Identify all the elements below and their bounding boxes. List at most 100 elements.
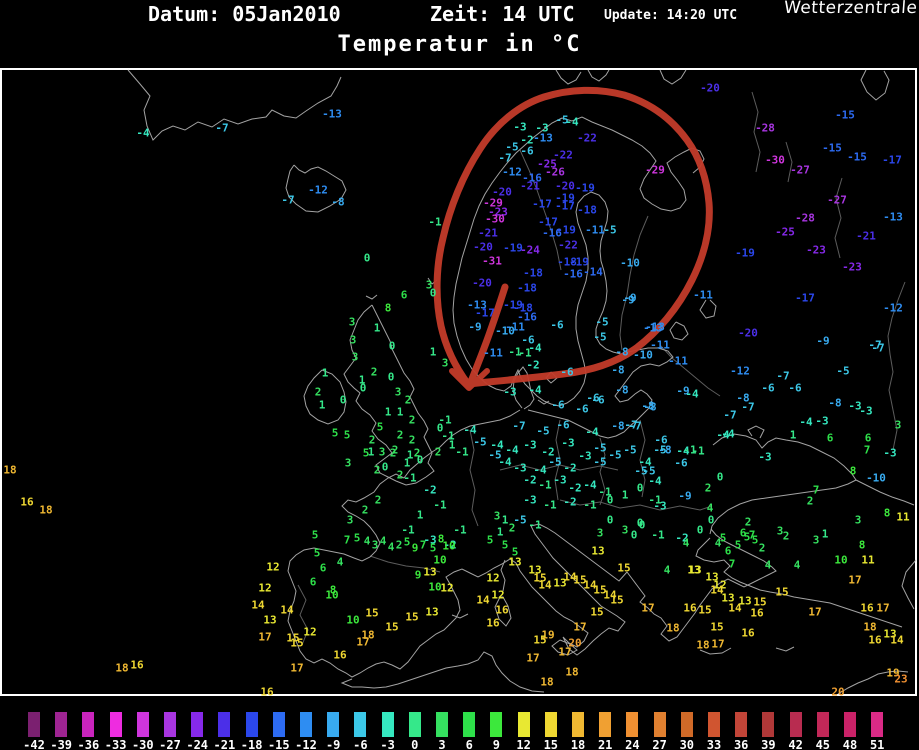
station-temperature: -4: [463, 423, 477, 437]
station-temperature: -11: [505, 320, 525, 334]
station-temperature: -15: [822, 141, 842, 155]
time-label: Zeit: 14 UTC: [430, 2, 575, 26]
station-temperature: -4: [799, 415, 813, 429]
coast-italy-adriatic: [509, 523, 628, 656]
station-temperature: 6: [319, 561, 327, 575]
station-temperature: -1: [518, 346, 532, 360]
station-temperature: 13: [263, 613, 277, 627]
station-temperature: -19: [556, 223, 576, 237]
station-temperature: 3: [425, 278, 433, 292]
station-temperature: -3: [523, 438, 537, 452]
station-temperature: 14: [280, 603, 294, 617]
station-temperature: 5: [511, 545, 519, 559]
station-temperature: 5: [313, 546, 321, 560]
station-temperature: -8: [611, 363, 625, 377]
station-temperature: 15: [590, 605, 604, 619]
station-temperature: -18: [513, 301, 533, 315]
coast-norway-west: [452, 117, 563, 386]
station-temperature: 2: [704, 481, 712, 495]
colorbar-tick-label: -27: [159, 738, 181, 750]
station-temperature: -16: [517, 310, 537, 324]
station-temperature: 17: [526, 651, 540, 665]
station-temperature: 9: [414, 568, 422, 582]
colorbar-segment: [327, 712, 340, 737]
station-temperature: 13: [425, 605, 439, 619]
station-temperature: 0: [636, 516, 644, 530]
station-temperature: -8: [828, 396, 842, 410]
station-temperature: -9: [468, 320, 482, 334]
station-temperature: 1: [367, 445, 375, 459]
colorbar-segment: [626, 712, 639, 737]
station-temperature: -17: [795, 291, 815, 305]
station-temperature: 15: [533, 571, 547, 585]
station-temperature: -6: [654, 433, 668, 447]
station-temperature: -1: [401, 523, 415, 537]
station-temperature: -5: [505, 140, 519, 154]
station-temperature: -1: [428, 215, 442, 229]
station-temperature: -19: [503, 241, 523, 255]
station-temperature: 15: [286, 631, 300, 645]
station-temperature: 12: [258, 581, 272, 595]
station-temperature: 1: [448, 438, 456, 452]
colorbar-tick-label: -3: [380, 738, 395, 750]
station-temperature: 4: [706, 501, 714, 515]
station-temperature: -4: [676, 444, 690, 458]
station-temperature: 16: [741, 626, 755, 640]
station-temperature: 4: [663, 563, 671, 577]
station-temperature: 15: [593, 583, 607, 597]
station-temperature: 14: [728, 601, 742, 615]
station-temperature: 5: [353, 531, 361, 545]
station-temperature: -10: [620, 256, 640, 270]
station-temperature: -17: [882, 153, 902, 167]
station-temperature: -12: [883, 301, 903, 315]
coast-island-fragment: [587, 69, 610, 82]
colorbar-segment: [436, 712, 448, 737]
station-temperature: -12: [502, 165, 522, 179]
station-temperature: -27: [790, 163, 810, 177]
station-temperature: 2: [758, 541, 766, 555]
station-temperature: 1: [403, 456, 411, 470]
station-temperature: -6: [521, 333, 535, 347]
station-temperature: 18: [39, 503, 53, 517]
colorbar-tick-label: 51: [869, 738, 885, 750]
station-temperature: 10: [428, 580, 442, 594]
station-temperature: -1: [528, 518, 542, 532]
station-temperature: -5: [642, 464, 656, 478]
station-temperature: -18: [577, 203, 597, 217]
station-temperature: -22: [553, 148, 573, 162]
station-temperature: -6: [550, 318, 564, 332]
station-temperature: -1: [543, 498, 557, 512]
station-temperature: -15: [835, 108, 855, 122]
station-temperature: 13: [591, 544, 605, 558]
coast-north-africa: [340, 651, 545, 693]
station-temperature: 3: [378, 445, 386, 459]
station-temperature: -29: [645, 163, 665, 177]
station-temperature: 10: [433, 553, 447, 567]
station-temperature: -10: [495, 324, 515, 338]
station-temperature: 1: [406, 448, 414, 462]
station-temperature: -5: [488, 448, 502, 462]
station-temperature: 5: [501, 538, 509, 552]
station-temperature: -4: [490, 438, 504, 452]
station-temperature: -12: [730, 364, 750, 378]
station-temperature: -6: [586, 391, 600, 405]
station-temperature: 17: [558, 645, 572, 659]
coast-black-sea: [709, 433, 857, 535]
station-temperature: -13: [533, 131, 553, 145]
station-temperature: 2: [370, 365, 378, 379]
station-temperature: -6: [556, 418, 570, 432]
station-temperature: -3: [553, 473, 567, 487]
station-temperature: 2: [782, 529, 790, 543]
station-temperature: 2: [374, 493, 382, 507]
station-temperature: -2: [563, 461, 577, 475]
station-temperature: -4: [533, 463, 547, 477]
station-temperature: -7: [776, 369, 790, 383]
station-temperature: -1: [508, 345, 522, 359]
station-temperature: -1: [598, 485, 612, 499]
station-temperature: -10: [633, 348, 653, 362]
station-temperature: -16: [563, 267, 583, 281]
station-temperature: -8: [658, 443, 672, 457]
station-temperature: 16: [495, 603, 509, 617]
station-temperature: 0: [388, 339, 396, 353]
station-temperature: 15: [385, 620, 399, 634]
